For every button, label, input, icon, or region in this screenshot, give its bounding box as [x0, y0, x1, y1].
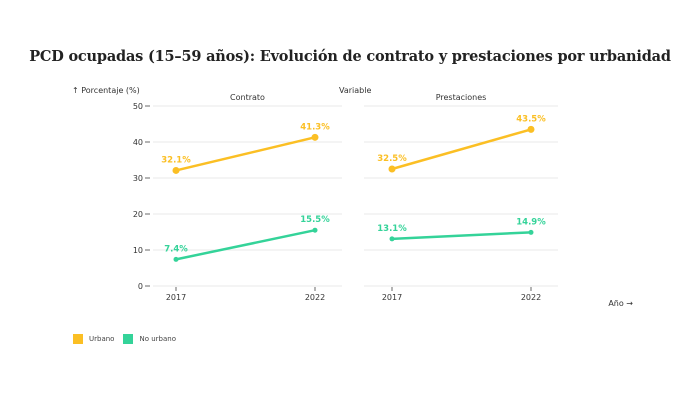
data-label-contrato-no-urbano-2022: 15.5%	[300, 215, 330, 225]
x-tick-label-prestaciones-2022: 2022	[521, 293, 541, 302]
y-tick-label-40: 40	[133, 138, 143, 147]
data-point-prestaciones-no-urbano-2017	[389, 236, 395, 242]
series-line-prestaciones-urbano	[391, 128, 532, 171]
facet-title-contrato: Contrato	[230, 93, 265, 102]
data-point-prestaciones-no-urbano-2022	[528, 229, 534, 235]
series-line-prestaciones-no-urbano	[391, 231, 532, 241]
chart-title: PCD ocupadas (15–59 años): Evolución de …	[29, 48, 671, 65]
series-line-contrato-no-urbano	[175, 228, 316, 261]
data-label-prestaciones-urbano-2017: 32.5%	[377, 154, 407, 164]
x-axis-label: Año →	[608, 299, 633, 308]
data-label-prestaciones-urbano-2022: 43.5%	[516, 114, 546, 124]
legend-label-urbano: Urbano	[89, 335, 115, 343]
y-tick-label-10: 10	[133, 246, 143, 255]
legend: Urbano No urbano	[73, 334, 185, 344]
data-point-contrato-urbano-2022	[311, 133, 319, 141]
data-label-contrato-urbano-2017: 32.1%	[161, 155, 191, 165]
y-tick-label-0: 0	[138, 282, 143, 291]
data-label-prestaciones-no-urbano-2022: 14.9%	[516, 217, 546, 227]
y-axis-label: ↑ Porcentaje (%)	[72, 86, 140, 95]
legend-item-no-urbano[interactable]: No urbano	[123, 334, 176, 344]
x-tick-label-prestaciones-2017: 2017	[382, 293, 402, 302]
y-tick-label-50: 50	[133, 102, 143, 111]
data-point-prestaciones-urbano-2022	[527, 125, 535, 133]
facet-label: Variable	[339, 86, 371, 95]
data-label-contrato-urbano-2022: 41.3%	[300, 122, 330, 132]
series-line-contrato-urbano	[175, 136, 316, 172]
legend-swatch-no-urbano	[123, 334, 134, 344]
data-point-contrato-no-urbano-2022	[312, 227, 318, 233]
data-label-contrato-no-urbano-2017: 7.4%	[164, 244, 188, 254]
legend-label-no-urbano: No urbano	[139, 335, 176, 343]
y-tick-label-30: 30	[133, 174, 143, 183]
facet-title-prestaciones: Prestaciones	[436, 93, 487, 102]
data-label-prestaciones-no-urbano-2017: 13.1%	[377, 224, 407, 234]
data-point-contrato-no-urbano-2017	[173, 256, 179, 262]
legend-swatch-urbano	[73, 334, 83, 344]
x-tick-label-contrato-2017: 2017	[166, 293, 186, 302]
data-point-prestaciones-urbano-2017	[388, 165, 396, 173]
data-point-contrato-urbano-2017	[172, 166, 180, 174]
legend-item-urbano[interactable]: Urbano	[73, 334, 114, 344]
y-tick-label-20: 20	[133, 210, 143, 219]
x-tick-label-contrato-2022: 2022	[305, 293, 325, 302]
